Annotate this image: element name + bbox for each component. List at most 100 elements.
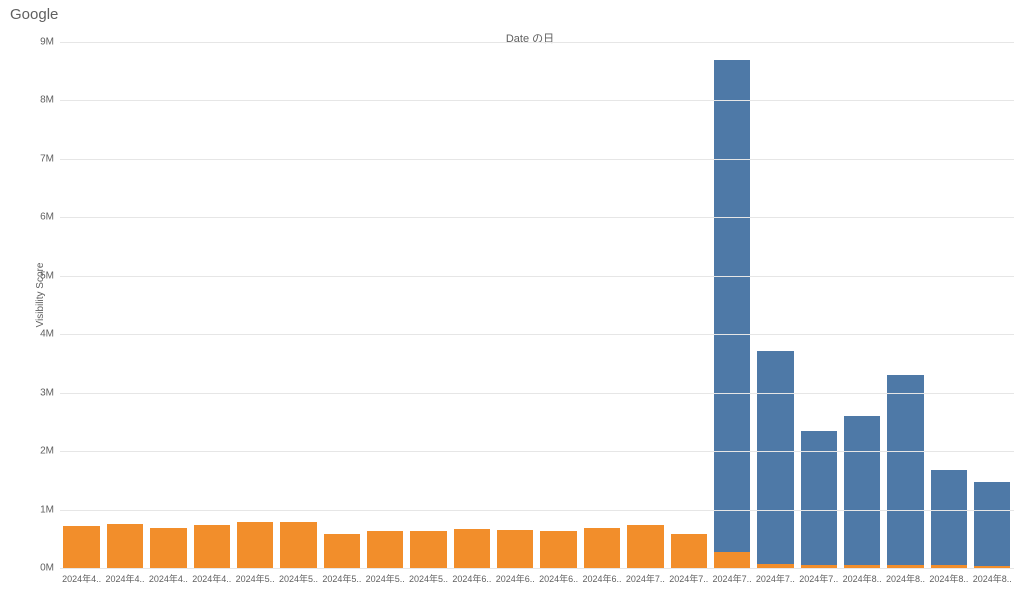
stacked-bar[interactable]: [237, 522, 273, 568]
bar-slot: 2024年6..: [494, 42, 537, 568]
bar-slot: 2024年4..: [60, 42, 103, 568]
x-tick-label: 2024年8..: [843, 568, 882, 585]
bar-segment-orange: [714, 552, 750, 568]
stacked-bar[interactable]: [974, 482, 1010, 568]
bar-slot: 2024年4..: [103, 42, 146, 568]
bar-slot: 2024年8..: [927, 42, 970, 568]
bar-segment-blue: [757, 351, 793, 564]
grid-line: [60, 510, 1014, 511]
bar-segment-orange: [107, 524, 143, 568]
stacked-bar[interactable]: [280, 522, 316, 568]
y-tick-label: 5M: [40, 270, 60, 281]
bar-segment-orange: [280, 522, 316, 568]
bar-slot: 2024年6..: [537, 42, 580, 568]
stacked-bar[interactable]: [454, 529, 490, 568]
x-tick-label: 2024年7..: [799, 568, 838, 585]
stacked-bar[interactable]: [410, 531, 446, 568]
y-tick-label: 2M: [40, 446, 60, 457]
stacked-bar[interactable]: [887, 375, 923, 568]
stacked-bar[interactable]: [584, 528, 620, 568]
stacked-bar[interactable]: [714, 60, 750, 568]
bar-slot: 2024年4..: [147, 42, 190, 568]
bar-segment-orange: [367, 531, 403, 568]
stacked-bar[interactable]: [107, 524, 143, 568]
grid-line: [60, 276, 1014, 277]
x-tick-label: 2024年8..: [929, 568, 968, 585]
stacked-bar[interactable]: [63, 526, 99, 568]
x-tick-label: 2024年5..: [366, 568, 405, 585]
bar-slot: 2024年6..: [450, 42, 493, 568]
x-tick-label: 2024年6..: [496, 568, 535, 585]
bar-slot: 2024年5..: [233, 42, 276, 568]
stacked-bar[interactable]: [671, 534, 707, 568]
grid-line: [60, 217, 1014, 218]
bars-container: 2024年4..2024年4..2024年4..2024年4..2024年5..…: [60, 42, 1014, 568]
bar-slot: 2024年8..: [884, 42, 927, 568]
grid-line: [60, 42, 1014, 43]
x-tick-label: 2024年7..: [713, 568, 752, 585]
x-tick-label: 2024年6..: [539, 568, 578, 585]
bar-segment-orange: [194, 525, 230, 568]
bar-segment-orange: [324, 534, 360, 568]
x-tick-label: 2024年8..: [886, 568, 925, 585]
stacked-bar[interactable]: [497, 530, 533, 568]
x-tick-label: 2024年4..: [192, 568, 231, 585]
bar-slot: 2024年8..: [971, 42, 1014, 568]
bar-slot: 2024年5..: [364, 42, 407, 568]
y-tick-label: 3M: [40, 387, 60, 398]
bar-segment-blue: [887, 375, 923, 565]
x-tick-label: 2024年4..: [106, 568, 145, 585]
x-tick-label: 2024年7..: [669, 568, 708, 585]
stacked-bar[interactable]: [844, 416, 880, 568]
stacked-bar[interactable]: [757, 351, 793, 568]
x-tick-label: 2024年7..: [626, 568, 665, 585]
stacked-bar[interactable]: [324, 534, 360, 568]
y-tick-label: 7M: [40, 153, 60, 164]
x-tick-label: 2024年5..: [322, 568, 361, 585]
stacked-bar[interactable]: [194, 525, 230, 568]
x-tick-label: 2024年4..: [62, 568, 101, 585]
grid-line: [60, 334, 1014, 335]
x-tick-label: 2024年7..: [756, 568, 795, 585]
bar-segment-orange: [410, 531, 446, 568]
bar-slot: 2024年7..: [667, 42, 710, 568]
grid-line: [60, 393, 1014, 394]
grid-line: [60, 100, 1014, 101]
stacked-bar[interactable]: [367, 531, 403, 568]
x-tick-label: 2024年5..: [279, 568, 318, 585]
x-tick-label: 2024年6..: [452, 568, 491, 585]
x-tick-label: 2024年6..: [582, 568, 621, 585]
stacked-bar[interactable]: [150, 528, 186, 568]
x-tick-label: 2024年4..: [149, 568, 188, 585]
x-tick-label: 2024年5..: [409, 568, 448, 585]
grid-line: [60, 568, 1014, 569]
bar-segment-blue: [974, 482, 1010, 566]
y-tick-label: 9M: [40, 37, 60, 48]
bar-segment-orange: [671, 534, 707, 568]
bar-segment-blue: [844, 416, 880, 565]
bar-segment-blue: [714, 60, 750, 552]
bar-slot: 2024年5..: [277, 42, 320, 568]
visibility-score-chart: Google Date の日 Visibility Score 2024年4..…: [0, 0, 1024, 589]
bar-slot: 2024年8..: [840, 42, 883, 568]
stacked-bar[interactable]: [627, 525, 663, 568]
y-tick-label: 8M: [40, 95, 60, 106]
bar-slot: 2024年6..: [580, 42, 623, 568]
bar-slot: 2024年4..: [190, 42, 233, 568]
bar-slot: 2024年7..: [624, 42, 667, 568]
grid-line: [60, 451, 1014, 452]
y-tick-label: 1M: [40, 504, 60, 515]
x-tick-label: 2024年5..: [236, 568, 275, 585]
y-tick-label: 4M: [40, 329, 60, 340]
bar-segment-blue: [931, 470, 967, 565]
stacked-bar[interactable]: [540, 531, 576, 568]
bar-segment-orange: [63, 526, 99, 568]
bar-slot: 2024年5..: [407, 42, 450, 568]
bar-segment-orange: [237, 522, 273, 568]
y-tick-label: 0M: [40, 563, 60, 574]
stacked-bar[interactable]: [931, 470, 967, 568]
bar-slot: 2024年7..: [797, 42, 840, 568]
bar-segment-orange: [540, 531, 576, 568]
bar-slot: 2024年7..: [710, 42, 753, 568]
y-tick-label: 6M: [40, 212, 60, 223]
